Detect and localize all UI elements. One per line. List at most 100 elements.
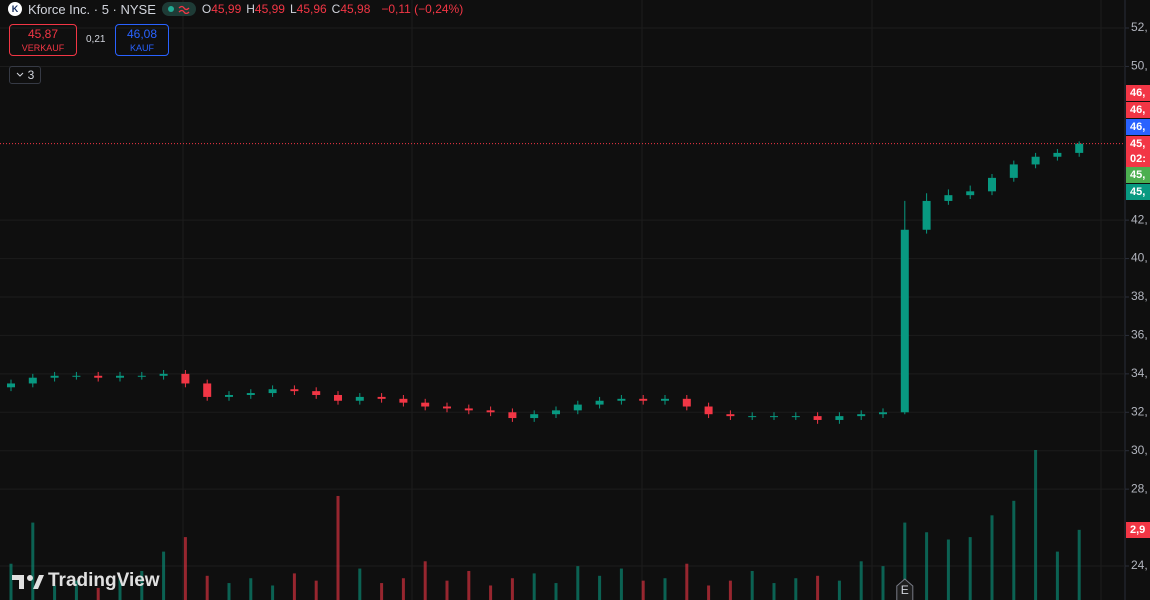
candle-body [486,410,495,413]
volume-bar [1012,500,1016,600]
y-tick-label: 52, [1131,20,1148,34]
volume-bar [74,580,78,600]
candle-body [835,416,844,420]
volume-bar [925,532,929,600]
y-tick-label: 40, [1131,251,1148,265]
event-marker-shape [896,578,914,600]
volume-bar [140,570,144,600]
volume-bar [990,515,994,600]
volume-bar [598,575,602,600]
sell-price: 45,87 [27,27,59,41]
volume-bar [728,580,732,600]
volume-bar [271,585,275,600]
y-tick-label: 50, [1131,59,1148,73]
volume-bar [881,566,885,600]
y-tick-label: 42, [1131,212,1148,226]
ohlc-values: O45,99 H45,99 L45,96 C45,98 [202,2,376,16]
buy-price: 46,08 [126,27,158,41]
volume-bar [358,568,362,600]
symbol-header: K Kforce Inc. · 5 · NYSE O45,99 H45,99 L45… [8,0,463,18]
indicators-count: 3 [27,68,35,82]
volume-bar [380,583,384,600]
candle-body [355,396,364,401]
volume-bar [205,575,209,600]
candle-body [617,398,626,401]
volume-bar [837,580,841,600]
candle-body [72,375,81,377]
candle-body [661,398,669,401]
volume-bar [946,539,950,600]
volume-bar [162,551,166,600]
candle-body [922,200,931,230]
volume-bar [249,578,253,600]
candle-body [639,398,648,401]
candle-body [748,416,757,418]
candle-body [246,393,255,395]
buy-button[interactable]: 46,08 KAUF [115,24,169,56]
candle-body [966,191,975,196]
indicators-toggle[interactable]: 3 [9,66,41,84]
candle-body [595,400,604,405]
candle-body [181,373,190,384]
symbol-logo: K [8,2,22,16]
ohlc-value: 45,99 [254,2,285,16]
candle-body [1075,143,1084,153]
brand-logo[interactable]: TradingView [12,570,160,592]
volume-bar [576,566,580,600]
candle-body [399,398,408,403]
ohlc-key: C [331,2,341,16]
volume-bar [532,573,536,600]
y-tick-label: 34, [1131,366,1148,380]
candle-body [857,414,866,417]
candle-body [312,391,321,395]
volume-bar [118,578,122,600]
candle-body [770,416,778,418]
volume-bar [903,522,907,600]
volume-bar [423,561,427,600]
y-tick-label: 38, [1131,289,1148,303]
sell-button[interactable]: 45,87 VERKAUF [9,24,77,56]
volume-bar [554,583,558,600]
volume-bar [467,570,471,600]
volume-bar [772,583,776,600]
volume-bar [314,580,318,600]
volume-bar [489,585,493,600]
volume-bar [750,570,754,600]
symbol-name[interactable]: Kforce Inc. · 5 · NYSE [28,1,156,17]
volume-bar [1034,450,1038,600]
spread: 0,21 [86,34,106,45]
candle-body [726,414,735,417]
candle-body [377,396,386,399]
candle-body [530,414,539,419]
candle-body [944,195,953,201]
ohlc-value: 45,96 [296,2,327,16]
y-tick-label: 32, [1131,404,1148,418]
candle-body [290,389,299,392]
candle-body [225,394,233,397]
ohlc-value: 45,98 [340,2,371,16]
candle-body [573,404,582,411]
y-tick-label: 24, [1131,558,1148,572]
candle-body [813,416,822,420]
volume-bar [641,580,645,600]
volume-bar [31,522,35,600]
volume-bar [227,583,231,600]
price-scale-label: 46, [1126,119,1150,135]
price-scale-label: 46, [1126,85,1150,101]
candle-body [791,416,800,418]
y-tick-label: 36, [1131,328,1148,342]
candle-body [50,375,59,378]
volume-bar [816,575,820,600]
candle-body [704,406,713,415]
ohlc-key: L [289,2,297,16]
volume-bar [183,537,187,600]
volume-bar [292,573,296,600]
candle-body [900,229,909,413]
volume-bar [968,537,972,600]
candle-body [421,402,430,407]
buy-label: KAUF [129,43,154,53]
market-status[interactable] [161,2,196,16]
sell-label: VERKAUF [21,43,65,53]
